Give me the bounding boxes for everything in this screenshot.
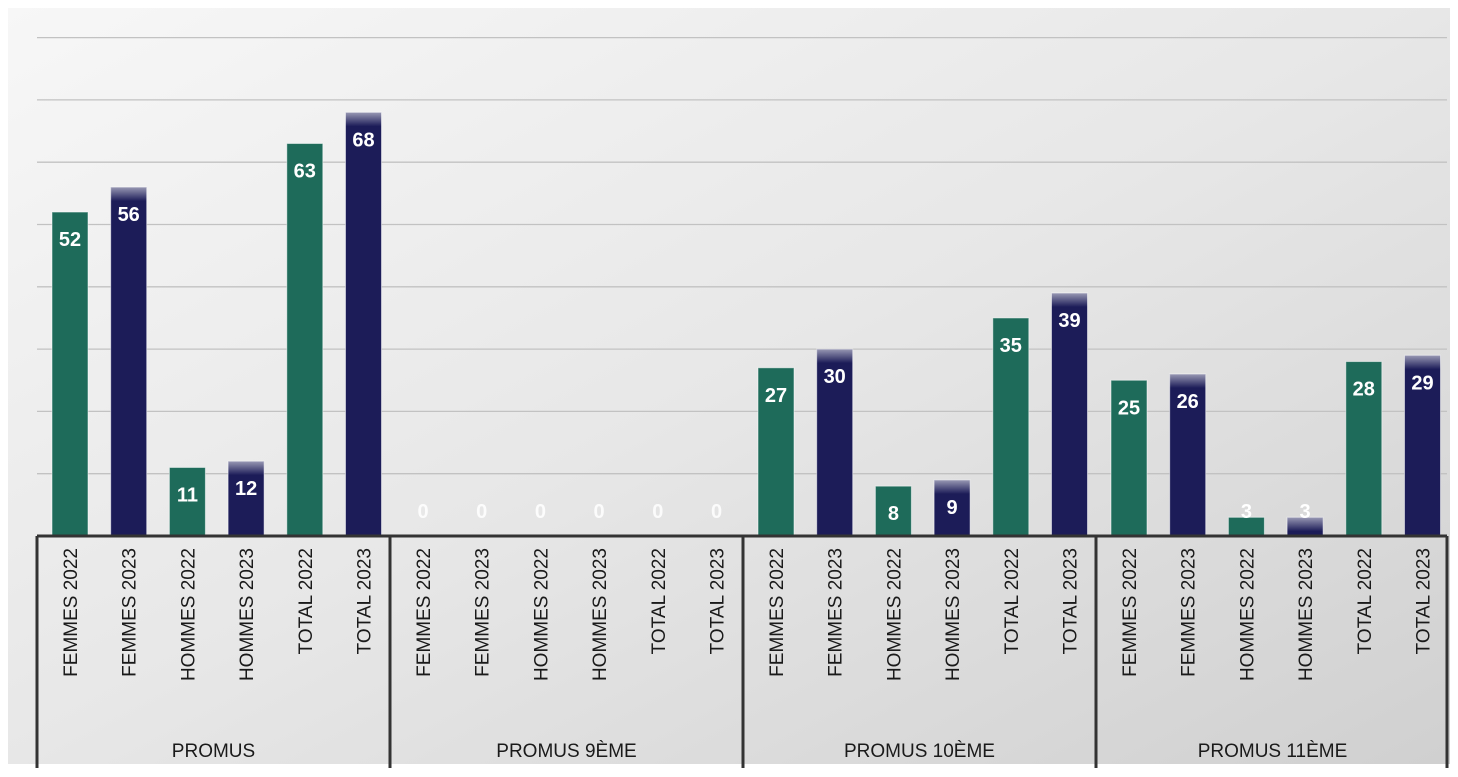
data-label: 56	[118, 204, 140, 226]
x-tick-label: TOTAL 2022	[296, 548, 317, 654]
data-label: 29	[1411, 372, 1433, 394]
data-label: 25	[1118, 397, 1140, 419]
x-tick-label: HOMMES 2022	[884, 548, 905, 681]
x-tick-label: TOTAL 2023	[355, 548, 376, 654]
bar	[816, 348, 854, 537]
gridlines	[37, 36, 1447, 475]
bar-highlight	[1169, 374, 1206, 389]
x-tick-label: FEMMES 2022	[414, 548, 435, 677]
bar-highlight	[345, 112, 382, 127]
data-label: 26	[1177, 391, 1199, 413]
bar	[1169, 373, 1207, 537]
data-label: 63	[294, 161, 316, 183]
data-label: 3	[1241, 501, 1252, 523]
group-label: PROMUS	[172, 741, 255, 762]
bar-highlight	[228, 461, 265, 476]
data-label: 0	[711, 501, 722, 523]
bar-highlight	[934, 479, 971, 494]
bar	[757, 367, 795, 537]
data-label: 35	[1000, 335, 1022, 357]
bar-highlight	[816, 349, 853, 364]
x-tick-label: TOTAL 2023	[1414, 548, 1435, 654]
bar	[286, 143, 324, 537]
data-label: 3	[1300, 501, 1311, 523]
x-tick-label: HOMMES 2022	[1237, 548, 1258, 681]
x-tick-label: TOTAL 2023	[1061, 548, 1082, 654]
group-label: PROMUS 11ÈME	[1198, 741, 1348, 762]
data-label: 12	[235, 478, 257, 500]
plot-background	[8, 8, 1450, 764]
data-label: 0	[594, 501, 605, 523]
bar	[110, 186, 148, 537]
x-axis: FEMMES 2022 FEMMES 2023 HOMMES 2022 HOMMES …	[35, 534, 1449, 768]
x-tick-label: TOTAL 2022	[1355, 548, 1376, 654]
data-label: 9	[947, 497, 958, 519]
bar-highlight	[1287, 517, 1324, 532]
bar	[1110, 379, 1148, 537]
bar	[345, 111, 382, 537]
x-tick-label: FEMMES 2023	[826, 548, 847, 677]
data-label: 27	[765, 385, 787, 407]
bars	[51, 111, 1441, 537]
x-tick-label: HOMMES 2023	[1296, 548, 1317, 681]
data-label: 30	[824, 366, 846, 388]
bar-highlight	[1051, 293, 1088, 308]
bar-highlight	[1404, 355, 1441, 370]
bar	[1404, 354, 1441, 537]
bar	[1345, 361, 1383, 537]
x-tick-label: FEMMES 2022	[767, 548, 788, 677]
data-label: 52	[59, 229, 81, 251]
bar	[874, 485, 912, 537]
x-tick-label: HOMMES 2023	[590, 548, 611, 681]
x-tick-label: TOTAL 2022	[649, 548, 670, 654]
data-label: 0	[476, 501, 487, 523]
x-tick-label: HOMMES 2023	[237, 548, 258, 681]
data-label: 39	[1058, 310, 1080, 332]
bar	[992, 317, 1030, 537]
data-label: 0	[652, 501, 663, 523]
data-label: 11	[177, 484, 198, 506]
data-label: 0	[417, 501, 428, 523]
x-tick-label: HOMMES 2022	[531, 548, 552, 681]
x-tick-label: FEMMES 2023	[120, 548, 141, 677]
data-label: 68	[352, 129, 374, 151]
x-tick-label: HOMMES 2023	[943, 548, 964, 681]
bar	[51, 211, 89, 537]
x-tick-label: HOMMES 2022	[178, 548, 199, 681]
bar	[168, 466, 206, 537]
x-tick-label: FEMMES 2023	[1179, 548, 1200, 677]
group-label: PROMUS 10ÈME	[844, 741, 995, 762]
data-label: 0	[535, 501, 546, 523]
data-label: 28	[1353, 379, 1375, 401]
group-label: PROMUS 9ÈME	[496, 741, 636, 762]
x-tick-label: TOTAL 2023	[708, 548, 729, 654]
x-tick-label: FEMMES 2022	[61, 548, 82, 677]
x-tick-label: FEMMES 2023	[473, 548, 494, 677]
bar-highlight	[110, 187, 147, 202]
data-labels: 52 56 11 12 63 68 0 0 0 0 0 0 27 30 8 9 35 39 25 26 3 3 28 29	[59, 129, 1434, 525]
x-tick-label: TOTAL 2022	[1002, 548, 1023, 654]
x-tick-label: FEMMES 2022	[1120, 548, 1141, 677]
data-label: 8	[888, 503, 899, 525]
